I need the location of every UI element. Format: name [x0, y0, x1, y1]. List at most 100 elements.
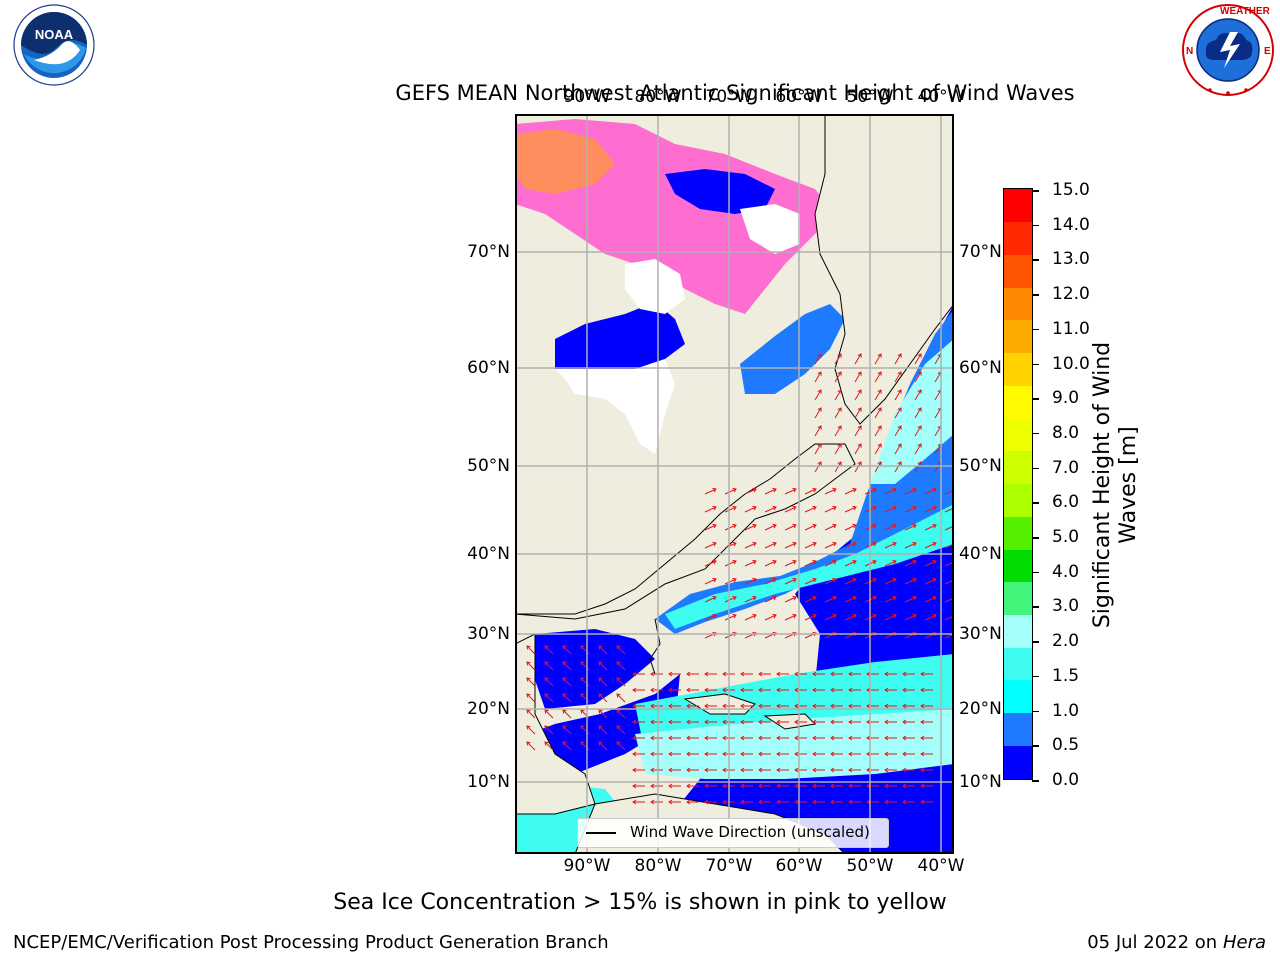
wind-wave-arrow: [866, 687, 879, 693]
wind-wave-arrow: [740, 719, 753, 725]
wind-wave-arrow: [884, 799, 897, 805]
wind-wave-arrow: [740, 703, 753, 709]
colorbar-tick-label: 11.0: [1052, 318, 1090, 339]
wind-wave-arrow: [794, 703, 807, 709]
wind-wave-arrow: [902, 783, 915, 789]
wind-wave-arrow: [854, 353, 862, 365]
wind-wave-arrow: [834, 461, 842, 473]
wind-wave-arrow: [812, 687, 825, 693]
wind-wave-arrow: [884, 735, 897, 741]
wind-wave-arrow: [744, 613, 757, 621]
lon-label-top: 60°W: [775, 87, 823, 107]
wind-wave-arrow: [686, 799, 699, 805]
wind-wave-arrow: [724, 577, 737, 585]
wind-wave-arrow: [902, 767, 915, 773]
colorbar-segment: [1004, 319, 1032, 354]
wind-wave-arrow: [794, 783, 807, 789]
wind-wave-arrow: [650, 751, 663, 757]
colorbar-title-line-1: Significant Height of Wind: [1090, 341, 1115, 629]
wind-wave-arrow: [874, 443, 882, 455]
wind-wave-arrow: [794, 751, 807, 757]
producer-credit: NCEP/EMC/Verification Post Processing Pr…: [13, 932, 609, 953]
colorbar-tick: [1032, 432, 1039, 435]
lat-label-right: 60°N: [959, 358, 1002, 378]
wind-wave-arrow: [866, 671, 879, 677]
wind-wave-arrow: [526, 741, 536, 751]
wind-wave-arrow: [724, 541, 737, 549]
wind-wave-arrow: [834, 371, 842, 383]
wind-wave-arrow: [686, 671, 699, 677]
wind-wave-arrow: [724, 523, 737, 531]
wind-wave-arrow: [830, 767, 843, 773]
wind-wave-arrow: [632, 799, 645, 805]
wind-wave-arrow: [902, 735, 915, 741]
wind-wave-arrow: [784, 559, 797, 567]
wind-wave-arrow: [794, 767, 807, 773]
wind-wave-arrow: [924, 559, 937, 567]
colorbar-tick-label: 5.0: [1052, 527, 1080, 548]
wind-wave-arrow: [830, 751, 843, 757]
wind-wave-arrow: [874, 425, 882, 437]
wind-wave-arrow: [814, 407, 822, 419]
wind-wave-arrow: [764, 613, 777, 621]
colorbar-tick: [1032, 398, 1039, 400]
wind-wave-arrow: [776, 799, 789, 805]
colorbar-tick-label: 6.0: [1052, 492, 1080, 513]
ocean-labrador-sea: [740, 304, 845, 394]
wind-wave-arrow: [844, 541, 857, 549]
wind-wave-arrow: [814, 371, 822, 383]
lat-label-left: 50°N: [467, 456, 510, 476]
wind-wave-arrow: [758, 751, 771, 757]
lon-label-top: 70°W: [705, 87, 753, 107]
wind-wave-arrow: [848, 703, 861, 709]
wind-wave-arrow: [650, 735, 663, 741]
noaa-text: NOAA: [35, 27, 74, 42]
wind-wave-arrow: [824, 523, 837, 531]
wind-wave-arrow: [812, 703, 825, 709]
wind-wave-arrow: [812, 671, 825, 677]
wind-wave-arrow: [562, 709, 572, 719]
colorbar-tick: [1032, 363, 1039, 366]
colorbar-tick: [1032, 641, 1039, 643]
wind-wave-arrow: [598, 725, 608, 735]
wind-wave-arrow: [740, 687, 753, 693]
wind-wave-arrow: [854, 461, 862, 473]
mexico-central-america: [515, 633, 596, 815]
wind-wave-arrow: [894, 425, 902, 437]
wind-wave-arrow: [884, 703, 897, 709]
lat-label-right: 40°N: [959, 544, 1002, 564]
wind-wave-arrow: [632, 719, 645, 725]
colorbar-segment: [1004, 352, 1032, 386]
wind-wave-arrow: [704, 783, 717, 789]
wind-wave-arrow: [830, 671, 843, 677]
wind-wave-arrow: [668, 719, 681, 725]
wind-wave-arrow: [824, 541, 837, 549]
wind-wave-arrows: [526, 353, 954, 805]
wind-wave-arrow: [668, 703, 681, 709]
wind-wave-arrow: [834, 425, 842, 437]
colorbar-segment: [1004, 581, 1032, 615]
wind-wave-arrow: [744, 541, 757, 549]
wind-wave-arrow: [830, 735, 843, 741]
wind-wave-arrow: [812, 767, 825, 773]
wind-wave-arrow: [704, 541, 717, 549]
wind-wave-arrow: [848, 751, 861, 757]
wind-wave-arrow: [704, 751, 717, 757]
wind-wave-arrow: [650, 799, 663, 805]
wind-wave-arrow: [848, 783, 861, 789]
wind-wave-arrow: [830, 783, 843, 789]
wind-wave-arrow: [776, 783, 789, 789]
colorbar-tick-label: 8.0: [1052, 422, 1080, 443]
lon-label-bottom: 70°W: [705, 856, 753, 876]
wind-wave-arrow: [866, 783, 879, 789]
wind-wave-arrow: [616, 693, 626, 703]
wind-wave-arrow: [920, 783, 933, 789]
wind-wave-arrow: [784, 541, 797, 549]
lat-label-left: 60°N: [467, 358, 510, 378]
wind-wave-arrow: [758, 767, 771, 773]
colorbar-segment: [1004, 189, 1032, 223]
colorbar-tick-label: 13.0: [1052, 249, 1090, 270]
wind-wave-arrow: [804, 541, 817, 549]
wind-wave-arrow: [884, 751, 897, 757]
wind-wave-arrow: [844, 613, 857, 621]
